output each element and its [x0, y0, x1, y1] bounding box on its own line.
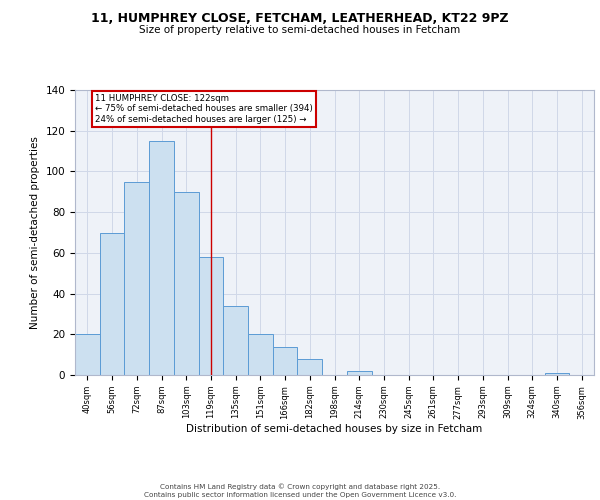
Text: Size of property relative to semi-detached houses in Fetcham: Size of property relative to semi-detach… — [139, 25, 461, 35]
Y-axis label: Number of semi-detached properties: Number of semi-detached properties — [30, 136, 40, 329]
Bar — [347, 371, 371, 375]
Bar — [100, 232, 124, 375]
Bar — [199, 257, 223, 375]
Bar — [223, 306, 248, 375]
Text: 11 HUMPHREY CLOSE: 122sqm
← 75% of semi-detached houses are smaller (394)
24% of: 11 HUMPHREY CLOSE: 122sqm ← 75% of semi-… — [95, 94, 313, 124]
Bar — [248, 334, 273, 375]
Bar — [174, 192, 199, 375]
Text: Contains HM Land Registry data © Crown copyright and database right 2025.
Contai: Contains HM Land Registry data © Crown c… — [144, 484, 456, 498]
Text: 11, HUMPHREY CLOSE, FETCHAM, LEATHERHEAD, KT22 9PZ: 11, HUMPHREY CLOSE, FETCHAM, LEATHERHEAD… — [91, 12, 509, 26]
Bar — [75, 334, 100, 375]
Bar — [273, 346, 298, 375]
X-axis label: Distribution of semi-detached houses by size in Fetcham: Distribution of semi-detached houses by … — [187, 424, 482, 434]
Bar — [124, 182, 149, 375]
Bar — [545, 373, 569, 375]
Bar — [149, 141, 174, 375]
Bar — [298, 358, 322, 375]
